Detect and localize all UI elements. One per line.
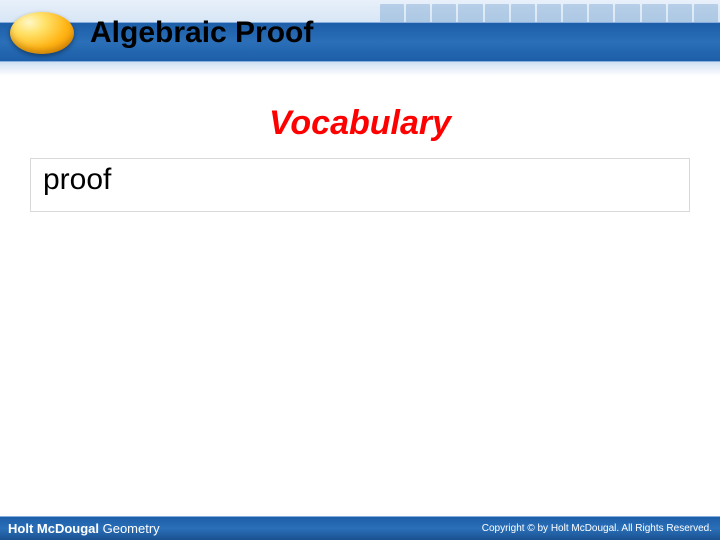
vocabulary-heading: Vocabulary xyxy=(0,104,720,143)
footer-subject: Geometry xyxy=(103,521,160,536)
header-band: Algebraic Proof xyxy=(0,0,720,74)
footer-right: Copyright © by Holt McDougal. All Rights… xyxy=(482,523,712,534)
header-bottom-fade xyxy=(0,62,720,76)
bullet-oval-icon xyxy=(10,12,74,54)
slide-title: Algebraic Proof xyxy=(90,16,313,50)
term-text: proof xyxy=(43,163,111,196)
footer-left: Holt McDougal Geometry xyxy=(8,521,160,536)
footer-copyright: Copyright © by Holt McDougal. All Rights… xyxy=(482,523,712,534)
term-box: proof xyxy=(30,158,690,212)
footer-brand: Holt McDougal xyxy=(8,521,103,536)
footer-bar: Holt McDougal Geometry Copyright © by Ho… xyxy=(0,516,720,540)
